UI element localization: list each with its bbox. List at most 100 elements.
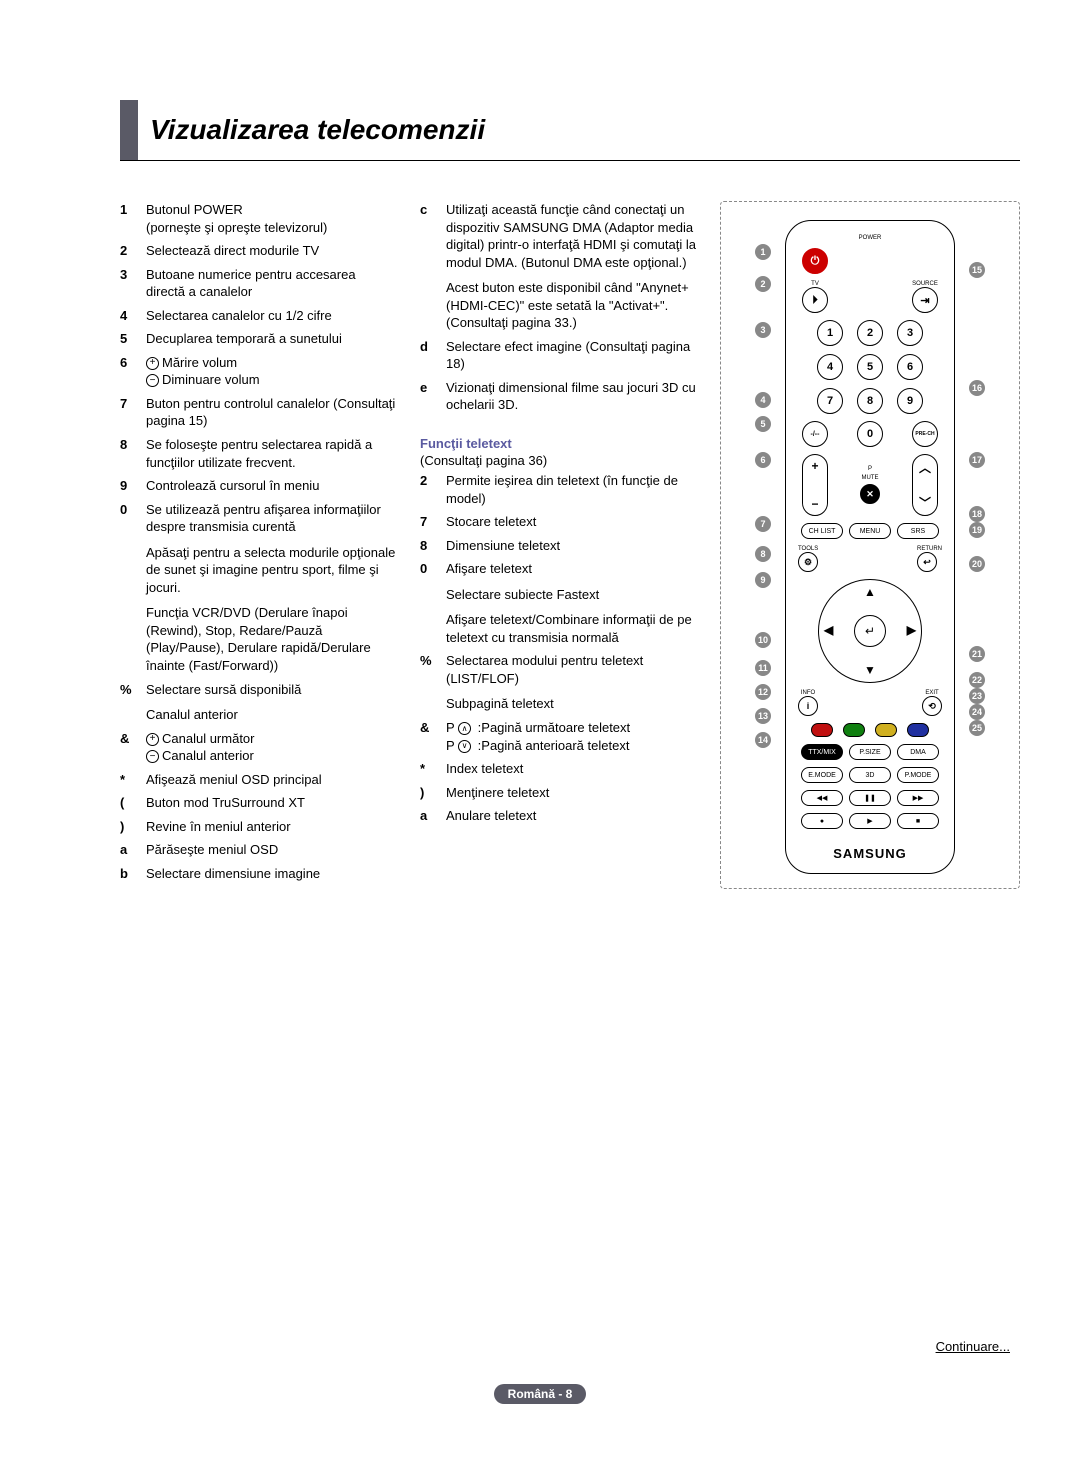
psize-button[interactable]: P.SIZE <box>849 744 891 760</box>
num-6-button[interactable]: 6 <box>897 354 923 380</box>
item-number: 1 <box>120 201 136 236</box>
menu-button[interactable]: MENU <box>849 523 891 539</box>
item-extra: Subpagină teletext <box>420 695 696 713</box>
num-1-button[interactable]: 1 <box>817 320 843 346</box>
callout-marker: 24 <box>969 704 985 720</box>
callout-marker: 5 <box>755 416 771 432</box>
green-button[interactable] <box>843 723 865 737</box>
pause-button[interactable]: ❚❚ <box>849 790 891 806</box>
tv-button[interactable]: ⏵ <box>802 287 828 313</box>
dpad-left-icon: ◀ <box>824 623 833 637</box>
num-5-button[interactable]: 5 <box>857 354 883 380</box>
red-button[interactable] <box>811 723 833 737</box>
callout-marker: 8 <box>755 546 771 562</box>
dpad[interactable]: ▲ ▼ ◀ ▶ ↵ <box>818 579 922 683</box>
item-text: Index teletext <box>446 760 696 778</box>
stop-button[interactable]: ■ <box>897 813 939 829</box>
item-text: Selectare sursă disponibilă <box>146 681 396 699</box>
return-button[interactable]: ↩ <box>917 552 937 572</box>
list-item: 3Butoane numerice pentru accesarea direc… <box>120 266 396 301</box>
list-item: 1Butonul POWER(porneşte şi opreşte telev… <box>120 201 396 236</box>
3d-button[interactable]: 3D <box>849 767 891 783</box>
item-text: Utilizaţi această funcţie când conectaţi… <box>446 201 696 271</box>
srs-button[interactable]: SRS <box>897 523 939 539</box>
prech-button[interactable]: PRE-CH <box>912 421 938 447</box>
item-extra: Selectare subiecte Fastext <box>420 586 696 604</box>
title-bar: Vizualizarea telecomenzii <box>120 100 1020 161</box>
source-button[interactable]: ⇥ <box>912 287 938 313</box>
list-item: %Selectare sursă disponibilă <box>120 681 396 699</box>
exit-label: EXIT <box>922 690 942 696</box>
rewind-button[interactable]: ◀◀ <box>801 790 843 806</box>
volume-rocker[interactable]: + − <box>802 454 828 516</box>
dma-button[interactable]: DMA <box>897 744 939 760</box>
item-text: Buton pentru controlul canalelor (Consul… <box>146 395 396 430</box>
num-9-button[interactable]: 9 <box>897 388 923 414</box>
num-3-button[interactable]: 3 <box>897 320 923 346</box>
mute-button[interactable]: ✕ <box>860 484 880 504</box>
callout-marker: 9 <box>755 572 771 588</box>
list-item: 8 Se foloseşte pentru selectarea rapidă a… <box>120 436 396 471</box>
num-8-button[interactable]: 8 <box>857 388 883 414</box>
power-button[interactable]: ⏻ <box>802 248 828 274</box>
item-number: 5 <box>120 330 136 348</box>
item-text: Părăseşte meniul OSD <box>146 841 396 859</box>
item-text: P ∧ :Pagină următoare teletextP ∨ :Pagin… <box>446 719 696 754</box>
item-text: Anulare teletext <box>446 807 696 825</box>
ttx-button[interactable]: TTX/MIX <box>801 744 843 760</box>
item-number: 7 <box>420 513 436 531</box>
item-text: Stocare teletext <box>446 513 696 531</box>
continuation-note: Continuare... <box>936 1339 1010 1354</box>
list-item: 0Afişare teletext <box>420 560 696 578</box>
num-2-button[interactable]: 2 <box>857 320 883 346</box>
blue-button[interactable] <box>907 723 929 737</box>
exit-button[interactable]: ⟲ <box>922 696 942 716</box>
list-item: 7 Buton pentru controlul canalelor (Consu… <box>120 395 396 430</box>
chlist-button[interactable]: CH LIST <box>801 523 843 539</box>
teletext-heading: Funcţii teletext <box>420 436 696 451</box>
column-1: 1Butonul POWER(porneşte şi opreşte telev… <box>120 201 396 889</box>
item-extra: Acest buton este disponibil când "Anynet… <box>420 279 696 332</box>
callout-marker: 13 <box>755 708 771 724</box>
callout-marker: 2 <box>755 276 771 292</box>
pmode-button[interactable]: P.MODE <box>897 767 939 783</box>
dpad-right-icon: ▶ <box>907 623 916 637</box>
callout-marker: 20 <box>969 556 985 572</box>
page-footer: Română - 8 <box>0 1384 1080 1404</box>
num-4-button[interactable]: 4 <box>817 354 843 380</box>
dpad-up-icon: ▲ <box>864 585 876 599</box>
play-button[interactable]: ▶ <box>849 813 891 829</box>
callout-marker: 18 <box>969 506 985 522</box>
color-buttons-row <box>796 723 944 737</box>
remote-column: 1234567891011121314 15161718192021222324… <box>720 201 1020 889</box>
dash-button[interactable]: -/-- <box>802 421 828 447</box>
item-number: 7 <box>120 395 136 430</box>
num-7-button[interactable]: 7 <box>817 388 843 414</box>
zero-button[interactable]: 0 <box>857 421 883 447</box>
callout-marker: 21 <box>969 646 985 662</box>
callout-marker: 17 <box>969 452 985 468</box>
yellow-button[interactable] <box>875 723 897 737</box>
channel-rocker[interactable]: ︿ ﹀ <box>912 454 938 516</box>
item-number: 8 <box>120 436 136 471</box>
item-text: +Mărire volum−Diminuare volum <box>146 354 396 389</box>
item-text: Se foloseşte pentru selectarea rapidă a … <box>146 436 396 471</box>
teletext-subhead: (Consultaţi pagina 36) <box>420 453 696 468</box>
callout-marker: 14 <box>755 732 771 748</box>
info-button[interactable]: i <box>798 696 818 716</box>
list-item: &+Canalul următor−Canalul anterior <box>120 730 396 765</box>
item-number: e <box>420 379 436 414</box>
list-item: aAnulare teletext <box>420 807 696 825</box>
ffwd-button[interactable]: ▶▶ <box>897 790 939 806</box>
item-number: a <box>120 841 136 859</box>
tv-label: TV <box>802 281 828 287</box>
item-text: Vizionaţi dimensional filme sau jocuri 3… <box>446 379 696 414</box>
record-button[interactable]: ● <box>801 813 843 829</box>
callout-marker: 19 <box>969 522 985 538</box>
tools-button[interactable]: ⚙ <box>798 552 818 572</box>
item-extra: Afişare teletext/Combinare informaţii de… <box>420 611 696 646</box>
emode-button[interactable]: E.MODE <box>801 767 843 783</box>
item-text: Selectare efect imagine (Consultaţi pagi… <box>446 338 696 373</box>
item-extra: Canalul anterior <box>120 706 396 724</box>
dpad-enter[interactable]: ↵ <box>854 615 886 647</box>
